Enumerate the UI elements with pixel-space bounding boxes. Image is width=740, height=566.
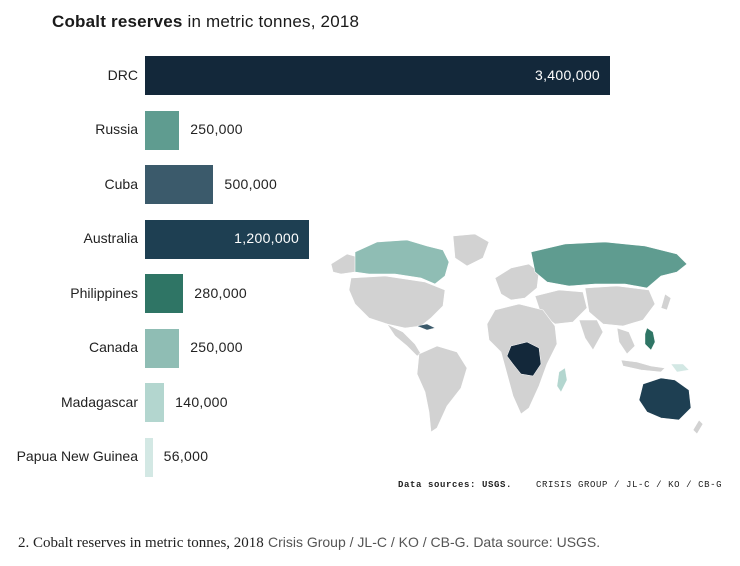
map-usa xyxy=(348,275,446,329)
category-label: Canada xyxy=(88,339,138,355)
bar xyxy=(145,56,610,95)
category-label: Cuba xyxy=(104,175,138,192)
map-new-zealand xyxy=(692,419,704,435)
chart-title: Cobalt reserves in metric tonnes, 2018 xyxy=(52,12,359,32)
value-label: 140,000 xyxy=(175,393,228,410)
caption-lead: 2. Cobalt reserves in metric tonnes, 201… xyxy=(18,535,264,551)
bar xyxy=(145,165,214,204)
map-east-asia xyxy=(584,285,656,327)
map-cuba xyxy=(416,323,436,331)
category-label: Philippines xyxy=(70,284,138,301)
map-indonesia xyxy=(620,359,666,373)
map-papua-new-guinea xyxy=(670,363,690,373)
map-se-asia xyxy=(616,327,636,355)
map-greenland xyxy=(452,233,490,267)
category-label: DRC xyxy=(107,66,138,83)
sources-label: Data sources: USGS. xyxy=(398,480,513,490)
bar xyxy=(145,383,165,422)
map-russia xyxy=(530,241,688,289)
bar xyxy=(145,328,180,368)
value-label: 250,000 xyxy=(190,121,243,137)
bar xyxy=(145,437,153,477)
chart-title-bold: Cobalt reserves xyxy=(52,12,183,31)
bar xyxy=(145,110,180,150)
value-label: 500,000 xyxy=(224,175,278,192)
map-europe xyxy=(494,263,540,301)
map-india xyxy=(578,319,604,351)
infographic: Cobalt reserves in metric tonnes, 2018 D… xyxy=(16,12,722,490)
value-label: 56,000 xyxy=(163,448,209,464)
chart-title-rest: in metric tonnes, 2018 xyxy=(182,12,360,31)
map-central-america xyxy=(386,323,422,357)
value-label: 1,200,000 xyxy=(234,230,300,246)
category-label: Madagascar xyxy=(60,393,138,410)
map-south-america xyxy=(416,345,468,433)
map-philippines xyxy=(644,327,656,351)
map-madagascar xyxy=(556,367,568,393)
category-label: Papua New Guinea xyxy=(16,448,138,464)
bar xyxy=(145,274,184,313)
bar xyxy=(145,219,310,259)
data-sources: Data sources: USGS. CRISIS GROUP / JL-C … xyxy=(398,480,722,490)
category-label: Russia xyxy=(95,121,138,137)
map-japan xyxy=(660,293,672,311)
map-australia xyxy=(638,377,692,421)
value-label: 3,400,000 xyxy=(535,66,600,83)
figure-caption: 2. Cobalt reserves in metric tonnes, 201… xyxy=(18,534,600,552)
world-map xyxy=(330,233,704,435)
sources-credit: CRISIS GROUP / JL-C / KO / CB-G xyxy=(536,480,723,490)
caption-credit: Crisis Group / JL-C / KO / CB-G. Data so… xyxy=(267,534,601,550)
map-drc xyxy=(506,341,542,377)
value-label: 250,000 xyxy=(190,339,243,355)
value-label: 280,000 xyxy=(194,284,247,301)
category-label: Australia xyxy=(83,230,138,246)
map-canada xyxy=(354,239,450,285)
